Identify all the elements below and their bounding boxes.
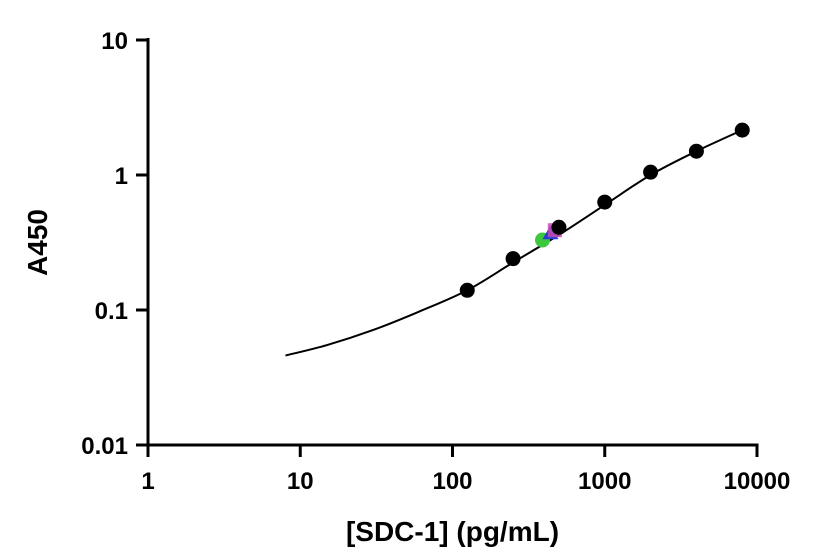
data-point bbox=[688, 143, 704, 159]
data-point bbox=[643, 164, 659, 180]
y-tick-label: 1 bbox=[115, 163, 128, 190]
data-points-layer bbox=[459, 122, 750, 298]
fit-curve-line bbox=[285, 129, 743, 357]
y-axis-title: A450 bbox=[22, 209, 53, 276]
x-tick-label: 10000 bbox=[724, 468, 791, 495]
data-point bbox=[459, 282, 475, 298]
data-point bbox=[551, 219, 567, 235]
ticks: 1 10 100 1000 10000 0.01 0.1 1 10 bbox=[81, 28, 790, 495]
x-tick-label: 1000 bbox=[578, 468, 631, 495]
x-tick-label: 10 bbox=[287, 468, 314, 495]
y-tick-label: 0.01 bbox=[81, 433, 128, 460]
axes bbox=[146, 38, 759, 447]
data-point bbox=[734, 122, 750, 138]
x-tick-label: 100 bbox=[432, 468, 472, 495]
data-point bbox=[505, 251, 521, 267]
x-axis-title: [SDC-1] (pg/mL) bbox=[346, 516, 559, 547]
y-tick-label: 0.1 bbox=[95, 298, 128, 325]
x-tick-label: 1 bbox=[141, 468, 154, 495]
fit-curve-layer bbox=[285, 129, 743, 357]
y-tick-label: 10 bbox=[101, 28, 128, 55]
data-point bbox=[597, 194, 613, 210]
